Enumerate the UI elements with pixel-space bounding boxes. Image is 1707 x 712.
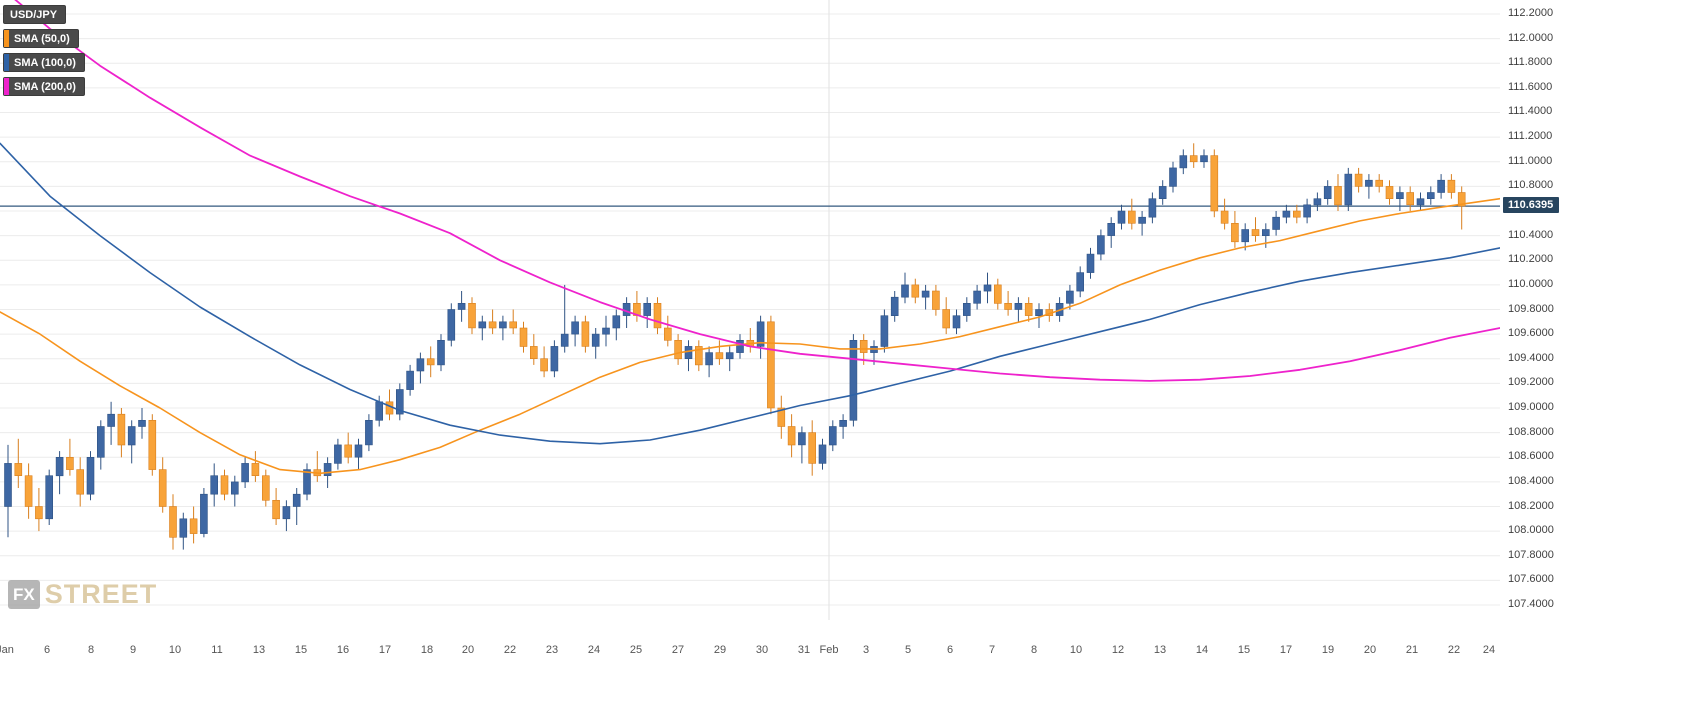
price-axis-label: 108.2000: [1508, 500, 1554, 512]
time-axis-label: 5: [904, 644, 912, 656]
price-axis[interactable]: 112.2000 112.0000 111.8000 111.6000 111.4000…: [1508, 0, 1707, 645]
price-axis-label: 111.2000: [1508, 130, 1553, 142]
price-axis-label: 107.6000: [1508, 573, 1554, 585]
price-axis-label: 108.4000: [1508, 475, 1554, 487]
price-axis-label: 111.0000: [1508, 155, 1553, 167]
time-axis-label: 15: [294, 644, 308, 656]
legend-item-sma200[interactable]: SMA (200,0): [4, 78, 84, 95]
price-axis-label: 112.0000: [1508, 32, 1554, 44]
time-axis-label: 25: [629, 644, 643, 656]
time-axis-label: 31: [797, 644, 811, 656]
time-axis-label: 9: [129, 644, 137, 656]
legend-item-symbol[interactable]: USD/JPY: [4, 6, 66, 23]
legend: USD/JPY SMA (50,0) SMA (100,0) SMA (200,…: [4, 6, 84, 95]
time-axis-label: 23: [545, 644, 559, 656]
price-axis-label: 108.8000: [1508, 426, 1554, 438]
time-axis-label: 17: [378, 644, 392, 656]
price-axis-label: 111.6000: [1508, 81, 1553, 93]
time-axis-label: 17: [1279, 644, 1293, 656]
sma50-color-marker: [4, 30, 9, 47]
time-axis-label: 24: [1482, 644, 1496, 656]
time-axis-label: 16: [336, 644, 350, 656]
current-price-badge: 110.6395: [1503, 197, 1560, 213]
time-axis-label: 13: [1153, 644, 1167, 656]
time-axis-label: 22: [1447, 644, 1461, 656]
time-axis-label: 24: [587, 644, 601, 656]
fxstreet-wordmark: STREET: [44, 579, 158, 609]
price-axis-label: 108.0000: [1508, 524, 1554, 536]
time-axis-label: 20: [461, 644, 475, 656]
legend-item-sma50[interactable]: SMA (50,0): [4, 30, 78, 47]
price-axis-label: 111.4000: [1508, 105, 1553, 117]
price-axis-label: 110.8000: [1508, 179, 1554, 191]
sma200-color-marker: [4, 78, 9, 95]
price-axis-label: 110.2000: [1508, 253, 1554, 265]
time-axis-label: 3: [862, 644, 870, 656]
legend-item-sma100[interactable]: SMA (100,0): [4, 54, 84, 71]
time-axis-label: 13: [252, 644, 266, 656]
fxstreet-logo-icon: FX: [8, 580, 40, 609]
symbol-label: USD/JPY: [10, 8, 58, 21]
price-axis-label: 107.4000: [1508, 598, 1554, 610]
sma200-label: SMA (200,0): [14, 80, 76, 93]
price-axis-label: 112.2000: [1508, 7, 1554, 19]
time-axis-label: 27: [671, 644, 685, 656]
price-axis-label: 109.0000: [1508, 401, 1554, 413]
time-axis-label: 18: [420, 644, 434, 656]
time-axis-label: 20: [1363, 644, 1377, 656]
price-axis-label: 110.4000: [1508, 229, 1554, 241]
time-axis-label: 15: [1237, 644, 1251, 656]
time-axis-label: Feb: [819, 644, 839, 656]
time-axis-label: 10: [1069, 644, 1083, 656]
time-axis-label: 12: [1111, 644, 1125, 656]
price-axis-label: 110.0000: [1508, 278, 1554, 290]
price-axis-label: 107.8000: [1508, 549, 1554, 561]
fxstreet-watermark: FX STREET: [8, 580, 157, 609]
time-axis-label: 29: [713, 644, 727, 656]
price-axis-label: 109.2000: [1508, 376, 1554, 388]
time-axis-label: 21: [1405, 644, 1419, 656]
time-axis-label: Jan: [0, 644, 14, 656]
time-axis[interactable]: Jan 6 8 9 10 11 13 15 16 17 18 20 22 23 24 25 27 29 30 31 Fe…: [0, 644, 1510, 666]
price-axis-label: 109.8000: [1508, 303, 1554, 315]
time-axis-label: 14: [1195, 644, 1209, 656]
time-axis-label: 11: [211, 644, 223, 656]
time-axis-label: 8: [1030, 644, 1038, 656]
price-axis-label: 108.6000: [1508, 450, 1554, 462]
candlestick-plot[interactable]: [0, 0, 1500, 645]
time-axis-label: 6: [43, 644, 51, 656]
time-axis-label: 8: [87, 644, 95, 656]
time-axis-label: 19: [1321, 644, 1335, 656]
sma100-color-marker: [4, 54, 9, 71]
time-axis-label: 7: [988, 644, 996, 656]
time-axis-label: 22: [503, 644, 517, 656]
price-axis-label: 109.4000: [1508, 352, 1554, 364]
price-axis-label: 111.8000: [1508, 56, 1553, 68]
price-axis-label: 109.6000: [1508, 327, 1554, 339]
sma50-label: SMA (50,0): [14, 32, 70, 45]
time-axis-label: 30: [755, 644, 769, 656]
time-axis-label: 6: [946, 644, 954, 656]
sma100-label: SMA (100,0): [14, 56, 76, 69]
time-axis-label: 10: [168, 644, 182, 656]
